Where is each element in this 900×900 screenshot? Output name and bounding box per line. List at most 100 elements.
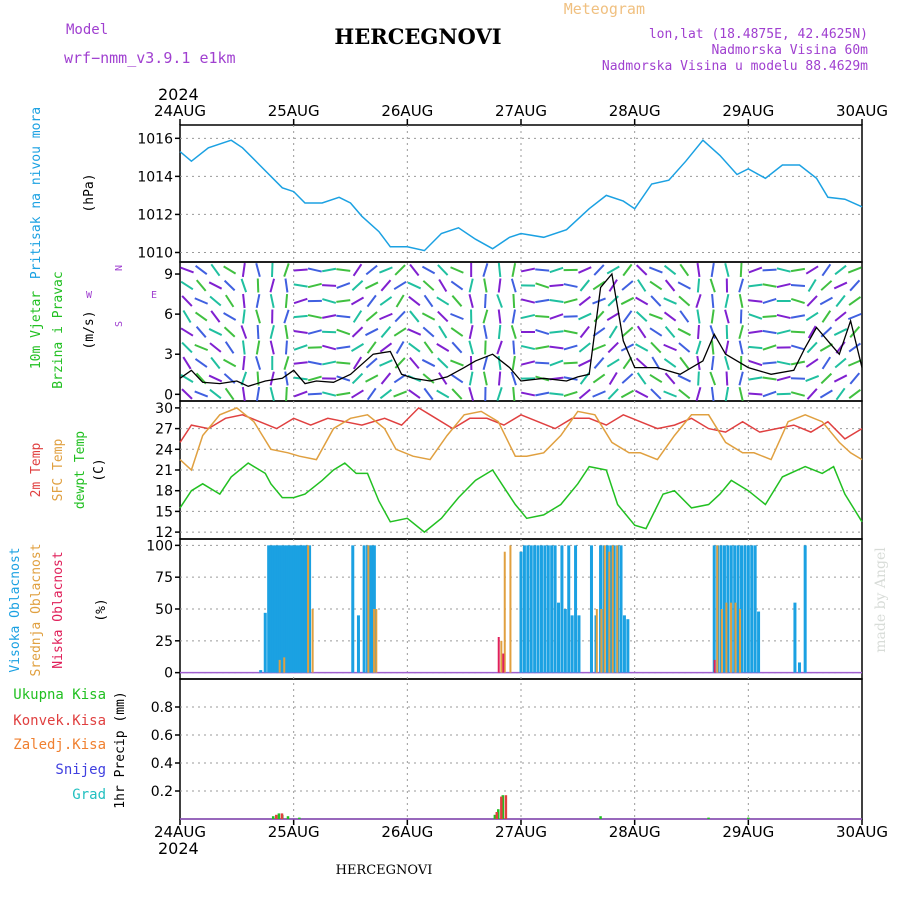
wind-barb	[482, 309, 489, 324]
wind-barb	[696, 278, 701, 293]
high_cloud-bar	[553, 545, 557, 673]
wind-barb	[563, 344, 578, 351]
precip_conv-bar	[504, 795, 508, 819]
wind-barb	[535, 268, 550, 272]
high_cloud-bar	[536, 545, 540, 673]
wind-barb	[379, 359, 393, 367]
wind-barb	[437, 310, 449, 323]
wind-barb	[293, 314, 308, 319]
wind-barb	[648, 266, 663, 274]
high_cloud-bar	[271, 545, 275, 673]
wind-barb	[738, 340, 744, 355]
wind-barb	[408, 342, 421, 353]
high_cloud-bar	[757, 611, 761, 673]
wind-barb	[835, 387, 846, 401]
precip_total-bar	[599, 816, 602, 819]
wind-barb	[284, 324, 289, 340]
wind-barb	[336, 268, 351, 272]
x-tick-label-top: 27AUG	[495, 102, 547, 120]
x-tick-label-bottom: 30AUG	[836, 823, 888, 841]
wind-barb	[322, 284, 337, 287]
high_cloud-bar	[626, 619, 630, 673]
wind-barb	[535, 298, 550, 304]
wind-barb	[592, 390, 606, 398]
wind-barb	[762, 283, 777, 288]
wind-barb	[380, 279, 392, 292]
mid_cloud-bar	[716, 545, 719, 673]
y-tick-label: 21	[155, 463, 173, 479]
city-title: HERCEGNOVI	[334, 24, 501, 49]
high_cloud-bar	[609, 545, 613, 673]
wind-barb	[336, 282, 351, 289]
model-label: Model	[66, 22, 108, 38]
wind-barb	[336, 328, 351, 336]
wind-barb	[848, 388, 861, 400]
wind-barb	[409, 356, 420, 370]
wind-barb	[210, 263, 221, 277]
wind-barb	[806, 295, 818, 307]
high_cloud-bar	[287, 545, 291, 673]
mid-cloud-ylabel: Srednja Oblacnost	[29, 543, 44, 676]
wind-barb	[285, 386, 288, 402]
x-tick-label-bottom: 29AUG	[722, 823, 774, 841]
wind-barb	[194, 297, 209, 305]
y-tick-label: 100	[146, 538, 173, 554]
wind-barb	[497, 355, 502, 371]
wind-barb	[578, 295, 591, 307]
wind-barb	[663, 358, 677, 368]
mid_cloud-bar	[509, 545, 512, 673]
footer-city: HERCEGNOVI	[336, 863, 433, 878]
wind-barb	[409, 263, 420, 277]
wind-barb	[622, 356, 633, 370]
wind-barb	[379, 342, 393, 353]
wind-barb	[696, 262, 701, 278]
high_cloud-bar	[533, 545, 537, 673]
wind-barb	[664, 279, 676, 292]
wind-barb	[650, 388, 662, 400]
wind-barb	[563, 283, 578, 288]
precip_total-bar	[707, 817, 710, 819]
wind-barb	[820, 280, 833, 291]
wind-barb	[336, 314, 351, 319]
wind-barb	[549, 345, 564, 350]
wind-barb	[849, 279, 861, 292]
wind-barb	[394, 357, 406, 369]
wind-barb	[790, 344, 805, 351]
wind-barb	[366, 294, 377, 308]
wind-barb	[322, 391, 337, 397]
compass-north: N	[114, 265, 125, 271]
wind-barb	[180, 280, 194, 291]
wind-barb	[520, 267, 536, 273]
wind-barb	[762, 329, 777, 335]
high_cloud-bar	[803, 545, 807, 673]
wind-barb	[563, 361, 578, 365]
high_cloud-bar	[259, 670, 263, 673]
wind-barb	[497, 324, 502, 340]
wind-barb	[709, 278, 716, 293]
wind-barb	[849, 372, 861, 385]
cloud-unit: (%)	[94, 598, 109, 621]
wind-barb	[679, 310, 690, 323]
wind-barb	[352, 263, 363, 277]
wind-barb	[450, 266, 464, 274]
high_cloud-bar	[753, 545, 757, 673]
high_cloud-bar	[351, 545, 355, 673]
high_cloud-bar	[560, 545, 564, 673]
wind-barb	[790, 314, 806, 319]
compass-south: S	[114, 321, 125, 327]
wind-barb	[621, 280, 634, 291]
wind-barb	[725, 371, 729, 386]
wind-barb	[293, 390, 308, 398]
wind-barb	[622, 263, 633, 277]
high_cloud-bar	[298, 545, 302, 673]
wind-barb	[578, 312, 592, 321]
wind-barb	[255, 356, 262, 370]
wind-barb	[790, 391, 805, 397]
wind-barb	[293, 361, 308, 365]
precip_conv-bar	[275, 814, 278, 819]
mid_cloud-bar	[500, 640, 503, 673]
wind-barb	[423, 294, 434, 308]
wind-barb	[450, 327, 464, 337]
wind-barb	[833, 374, 848, 383]
pressure-unit: (hPa)	[82, 173, 97, 212]
